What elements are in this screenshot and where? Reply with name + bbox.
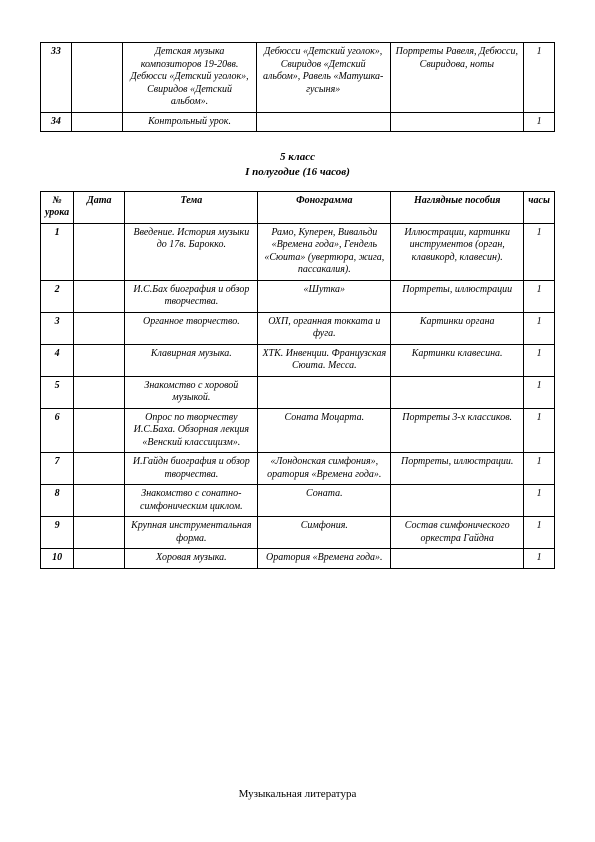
- cell-num: 2: [41, 280, 74, 312]
- cell-date: [74, 344, 125, 376]
- cell-phono: Соната.: [258, 485, 391, 517]
- cell-phono: Рамо, Куперен, Вивальди «Времена года», …: [258, 223, 391, 280]
- cell-date: [74, 280, 125, 312]
- section-heading: 5 класс I полугодие (16 часов): [40, 150, 555, 181]
- cell-date: [71, 112, 122, 132]
- cell-theme: Органное творчество.: [125, 312, 258, 344]
- table-row: 1 Введение. История музыки до 17в. Барок…: [41, 223, 555, 280]
- cell-num: 33: [41, 43, 72, 113]
- cell-theme: И.С.Бах биография и обзор творчества.: [125, 280, 258, 312]
- cell-theme: Опрос по творчеству И.С.Баха. Обзорная л…: [125, 408, 258, 453]
- footer-text: Музыкальная литература: [0, 788, 595, 800]
- cell-date: [74, 223, 125, 280]
- cell-num: 1: [41, 223, 74, 280]
- table-row: 33 Детская музыка композиторов 19-20вв. …: [41, 43, 555, 113]
- cell-hours: 1: [524, 112, 555, 132]
- cell-hours: 1: [524, 376, 555, 408]
- cell-phono: Соната Моцарта.: [258, 408, 391, 453]
- cell-date: [74, 453, 125, 485]
- cell-num: 8: [41, 485, 74, 517]
- cell-hours: 1: [524, 549, 555, 569]
- cell-phono: Симфония.: [258, 517, 391, 549]
- cell-phono: [256, 112, 390, 132]
- cell-date: [71, 43, 122, 113]
- cell-theme: Введение. История музыки до 17в. Барокко…: [125, 223, 258, 280]
- table-row: 8 Знакомство с сонатно-симфоническим цик…: [41, 485, 555, 517]
- cell-visual: Портреты, иллюстрации.: [391, 453, 524, 485]
- cell-theme: Контрольный урок.: [123, 112, 257, 132]
- cell-visual: [391, 549, 524, 569]
- cell-phono: «Шутка»: [258, 280, 391, 312]
- cell-num: 34: [41, 112, 72, 132]
- cell-theme: Хоровая музыка.: [125, 549, 258, 569]
- cell-phono: ХТК. Инвенции. Французская Сюита. Месса.: [258, 344, 391, 376]
- cell-visual: [391, 376, 524, 408]
- cell-theme: Знакомство с сонатно-симфоническим цикло…: [125, 485, 258, 517]
- cell-num: 10: [41, 549, 74, 569]
- cell-date: [74, 408, 125, 453]
- page: 33 Детская музыка композиторов 19-20вв. …: [0, 0, 595, 842]
- cell-visual: Портреты, иллюстрации: [391, 280, 524, 312]
- cell-hours: 1: [524, 453, 555, 485]
- cell-theme: И.Гайдн биография и обзор творчества.: [125, 453, 258, 485]
- cell-theme: Крупная инструментальная форма.: [125, 517, 258, 549]
- cell-hours: 1: [524, 43, 555, 113]
- header-phono: Фонограмма: [258, 191, 391, 223]
- table-row: 6 Опрос по творчеству И.С.Баха. Обзорная…: [41, 408, 555, 453]
- cell-date: [74, 312, 125, 344]
- cell-visual: [390, 112, 524, 132]
- cell-hours: 1: [524, 280, 555, 312]
- cell-hours: 1: [524, 223, 555, 280]
- cell-date: [74, 376, 125, 408]
- cell-visual: Картинки клавесина.: [391, 344, 524, 376]
- table-row: 34 Контрольный урок. 1: [41, 112, 555, 132]
- cell-hours: 1: [524, 517, 555, 549]
- header-date: Дата: [74, 191, 125, 223]
- table-row: 3 Органное творчество. ОХП, органная ток…: [41, 312, 555, 344]
- heading-line2: I полугодие (16 часов): [40, 165, 555, 180]
- cell-num: 9: [41, 517, 74, 549]
- cell-hours: 1: [524, 312, 555, 344]
- cell-visual: Портреты Равеля, Дебюсси, Свиридова, нот…: [390, 43, 524, 113]
- cell-theme: Знакомство с хоровой музыкой.: [125, 376, 258, 408]
- cell-visual: Иллюстрации, картинки инструментов (орга…: [391, 223, 524, 280]
- cell-date: [74, 517, 125, 549]
- table-header-row: № урока Дата Тема Фонограмма Наглядные п…: [41, 191, 555, 223]
- cell-num: 6: [41, 408, 74, 453]
- table-row: 10 Хоровая музыка. Оратория «Времена год…: [41, 549, 555, 569]
- cell-visual: [391, 485, 524, 517]
- header-hours: часы: [524, 191, 555, 223]
- cell-phono: «Лондонская симфония», оратория «Времена…: [258, 453, 391, 485]
- header-num: № урока: [41, 191, 74, 223]
- cell-visual: Картинки органа: [391, 312, 524, 344]
- cell-num: 7: [41, 453, 74, 485]
- cell-theme: Детская музыка композиторов 19-20вв. Деб…: [123, 43, 257, 113]
- heading-line1: 5 класс: [40, 150, 555, 165]
- cell-hours: 1: [524, 485, 555, 517]
- cell-phono: Дебюсси «Детский уголок», Свиридов «Детс…: [256, 43, 390, 113]
- table-row: 2 И.С.Бах биография и обзор творчества. …: [41, 280, 555, 312]
- header-visual: Наглядные пособия: [391, 191, 524, 223]
- cell-hours: 1: [524, 344, 555, 376]
- cell-visual: Состав симфонического оркестра Гайдна: [391, 517, 524, 549]
- table-row: 5 Знакомство с хоровой музыкой. 1: [41, 376, 555, 408]
- cell-phono: [258, 376, 391, 408]
- cell-phono: Оратория «Времена года».: [258, 549, 391, 569]
- table-row: 9 Крупная инструментальная форма. Симфон…: [41, 517, 555, 549]
- cell-date: [74, 485, 125, 517]
- cell-theme: Клавирная музыка.: [125, 344, 258, 376]
- cell-phono: ОХП, органная токката и фуга.: [258, 312, 391, 344]
- cell-num: 3: [41, 312, 74, 344]
- cell-num: 5: [41, 376, 74, 408]
- main-table: № урока Дата Тема Фонограмма Наглядные п…: [40, 191, 555, 569]
- cell-num: 4: [41, 344, 74, 376]
- table-row: 7 И.Гайдн биография и обзор творчества. …: [41, 453, 555, 485]
- top-table: 33 Детская музыка композиторов 19-20вв. …: [40, 42, 555, 132]
- table-row: 4 Клавирная музыка. ХТК. Инвенции. Франц…: [41, 344, 555, 376]
- cell-date: [74, 549, 125, 569]
- header-theme: Тема: [125, 191, 258, 223]
- cell-hours: 1: [524, 408, 555, 453]
- cell-visual: Портреты 3-х классиков.: [391, 408, 524, 453]
